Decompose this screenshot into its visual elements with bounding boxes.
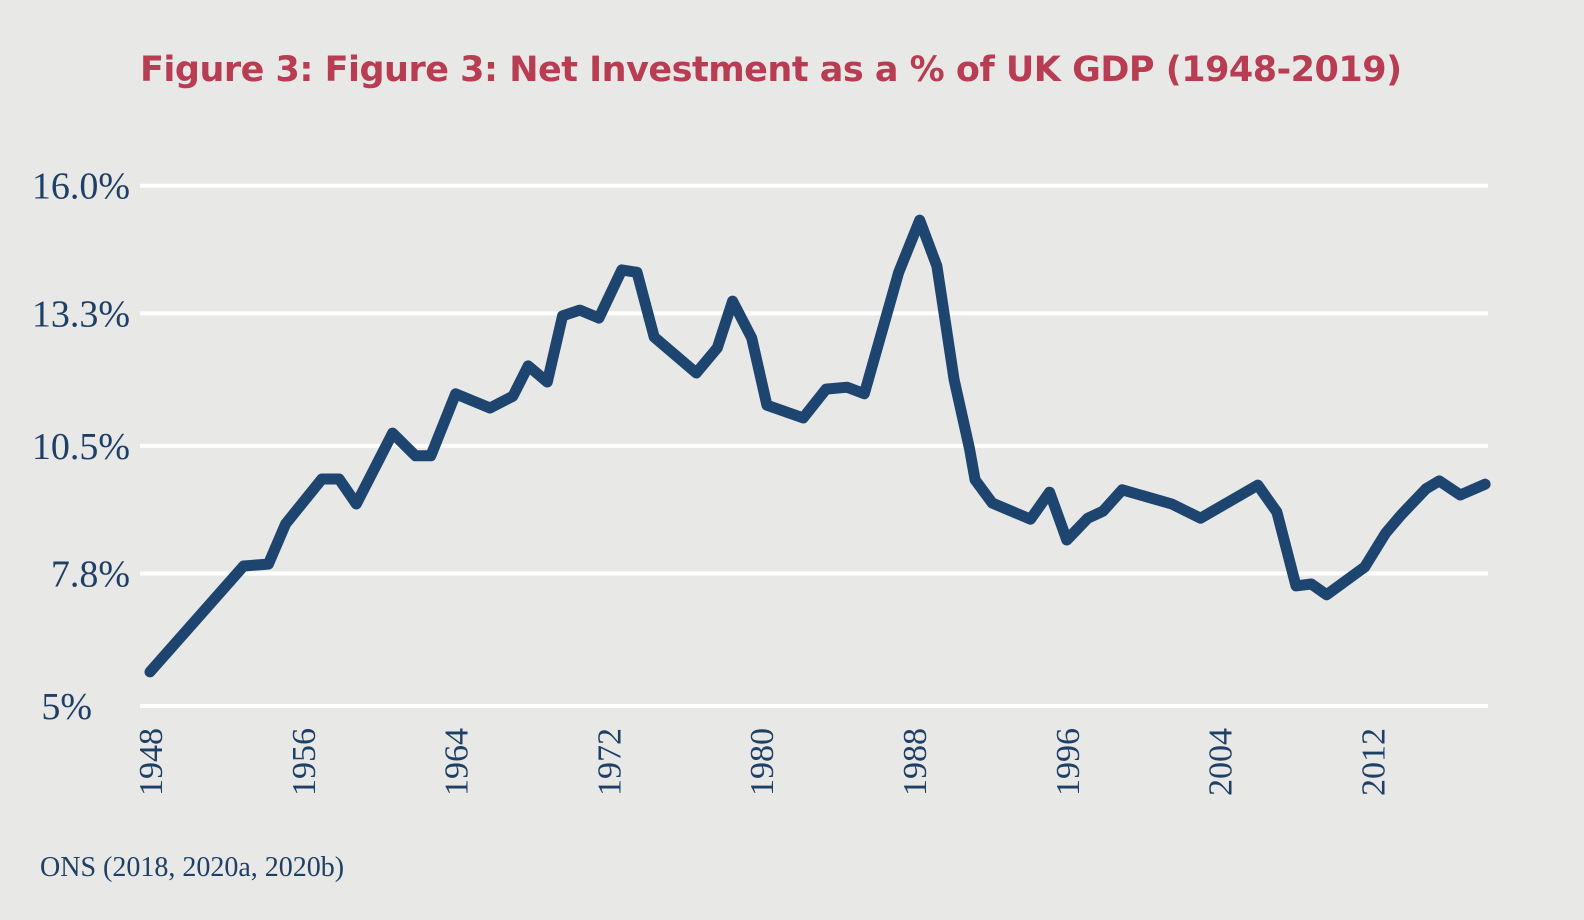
x-tick-label: 1988	[897, 728, 934, 796]
x-tick-label: 1972	[591, 728, 628, 796]
y-tick-label: 13.3%	[32, 293, 130, 335]
x-tick-label: 1948	[133, 728, 170, 796]
x-tick-label: 1956	[286, 728, 323, 796]
y-tick-label: 5%	[41, 686, 92, 728]
x-tick-label: 1980	[744, 728, 781, 796]
chart-title: Figure 3: Figure 3: Net Investment as a …	[140, 50, 1402, 90]
source-note: ONS (2018, 2020a, 2020b)	[40, 852, 345, 883]
x-tick-label: 2004	[1203, 728, 1240, 796]
x-tick-label: 2012	[1355, 728, 1392, 796]
y-tick-label: 10.5%	[32, 426, 130, 468]
y-tick-label: 7.8%	[51, 554, 130, 596]
x-tick-label: 1996	[1050, 728, 1087, 796]
y-tick-label: 16.0%	[32, 166, 130, 208]
x-tick-label: 1964	[439, 728, 476, 796]
